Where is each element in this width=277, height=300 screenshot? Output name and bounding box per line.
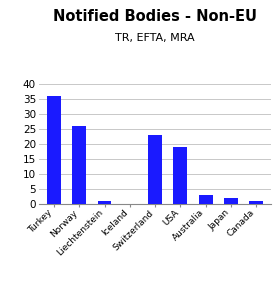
Bar [173, 147, 187, 204]
Bar [224, 198, 238, 204]
Text: TR, EFTA, MRA: TR, EFTA, MRA [115, 33, 195, 43]
Bar [199, 195, 213, 204]
Bar [148, 135, 162, 204]
Bar [47, 96, 61, 204]
Bar [72, 126, 86, 204]
Bar [98, 201, 112, 204]
Bar [249, 201, 263, 204]
Text: Notified Bodies - Non-EU: Notified Bodies - Non-EU [53, 9, 257, 24]
